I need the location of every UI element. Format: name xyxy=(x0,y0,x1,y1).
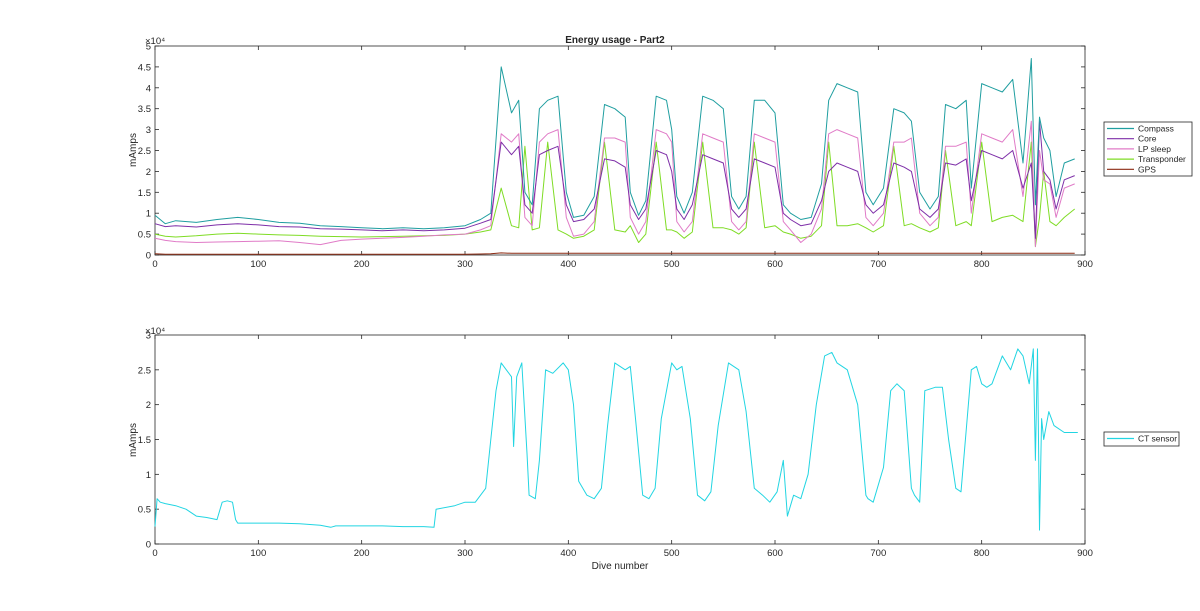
chart1-ytick-label: 4 xyxy=(146,83,151,94)
chart2-ytick-label: 1.5 xyxy=(138,435,151,446)
chart2-ytick-label: 0.5 xyxy=(138,505,151,516)
chart1-title: Energy usage - Part2 xyxy=(565,35,665,46)
chart1-xtick-label: 300 xyxy=(457,259,473,270)
chart2-xtick-label: 200 xyxy=(354,548,370,559)
chart2-xtick-label: 300 xyxy=(457,548,473,559)
chart2-xlabel: Dive number xyxy=(592,561,649,572)
chart1-ytick-label: 2 xyxy=(146,167,151,178)
legend-label-lp-sleep: LP sleep xyxy=(1138,144,1171,154)
chart2-xtick-label: 100 xyxy=(250,548,266,559)
series-line-core xyxy=(154,120,1075,239)
chart1-ylabel: mAmps xyxy=(128,133,139,167)
legend-label-core: Core xyxy=(1138,134,1157,144)
chart2-xtick-label: 800 xyxy=(974,548,990,559)
chart2-ytick-label: 1 xyxy=(146,470,151,481)
chart1-ytick-label: 1.5 xyxy=(138,188,151,199)
chart2-xtick-label: 600 xyxy=(767,548,783,559)
chart2-xtick-label: 500 xyxy=(664,548,680,559)
chart1-xtick-label: 700 xyxy=(870,259,886,270)
legend-label-transponder: Transponder xyxy=(1138,154,1186,164)
chart2-exponent: ×10⁴ xyxy=(145,326,165,337)
chart1-ytick-label: 4.5 xyxy=(138,62,151,73)
chart2-xtick-label: 0 xyxy=(152,548,157,559)
chart2-ytick-label: 0 xyxy=(146,540,151,551)
chart1-ytick-label: 3.5 xyxy=(138,104,151,115)
chart2-ytick-label: 3 xyxy=(146,331,151,342)
chart1-xtick-label: 200 xyxy=(354,259,370,270)
chart2-xtick-label: 900 xyxy=(1077,548,1093,559)
chart2-legend-box xyxy=(1103,431,1180,447)
chart2-legend: CT sensor xyxy=(1103,431,1180,447)
series-line-transponder xyxy=(154,141,1076,248)
chart2-ylabel: mAmps xyxy=(128,423,139,457)
chart1-xtick-label: 900 xyxy=(1077,259,1093,270)
chart2-ytick-label: 2.5 xyxy=(138,365,151,376)
chart1-ytick-label: 0 xyxy=(146,251,151,262)
chart1-xtick-label: 400 xyxy=(560,259,576,270)
chart1-xtick-label: 0 xyxy=(152,259,157,270)
chart1-xtick-label: 600 xyxy=(767,259,783,270)
chart2-axes: 0 100 200 300 400 500 600 700 800 900 0 0.5 1 1.5 2 2.5… xyxy=(138,331,1093,560)
series-line-ct-sensor xyxy=(154,348,1078,531)
series-line-gps xyxy=(154,252,1075,255)
chart2-ytick-label: 2 xyxy=(146,400,151,411)
chart1-ytick-label: 5 xyxy=(146,42,151,53)
series-line-lp-sleep xyxy=(154,120,1075,248)
chart1-ytick-label: 2.5 xyxy=(138,146,151,157)
series-line-compass xyxy=(154,58,1075,230)
chart1-ytick-label: 0.5 xyxy=(138,230,151,241)
chart1-ytick-label: 3 xyxy=(146,125,151,136)
legend-label-compass: Compass xyxy=(1138,124,1174,134)
chart2-xtick-label: 700 xyxy=(870,548,886,559)
chart2-xtick-label: 400 xyxy=(560,548,576,559)
chart1-ytick-label: 1 xyxy=(146,209,151,220)
chart1-xtick-label: 100 xyxy=(250,259,266,270)
legend-label-gps: GPS xyxy=(1138,164,1156,174)
chart1-axes: 0 100 200 300 400 500 600 700 800 900 0 0.5 1 1.5 2 2.5… xyxy=(138,42,1093,271)
legend-label-ct-sensor: CT sensor xyxy=(1138,434,1177,444)
chart1-xtick-label: 500 xyxy=(664,259,680,270)
chart1-xtick-label: 800 xyxy=(974,259,990,270)
chart1-exponent: ×10⁴ xyxy=(145,36,165,47)
